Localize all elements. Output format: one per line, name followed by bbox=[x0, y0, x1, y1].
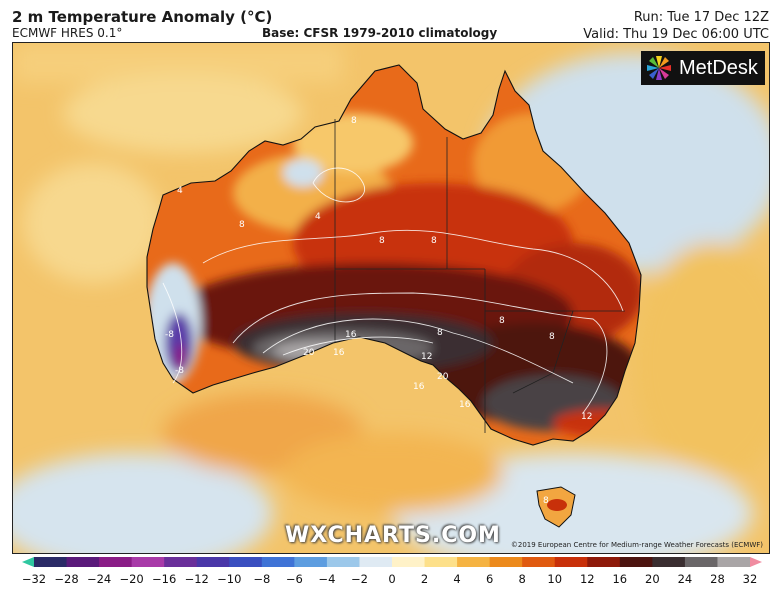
colorbar-tick-label: 28 bbox=[710, 572, 725, 586]
colorbar-segment bbox=[684, 557, 718, 567]
colorbar-segment bbox=[554, 557, 588, 567]
valid-time-label: Valid: Thu 19 Dec 06:00 UTC bbox=[583, 27, 769, 42]
colorbar-segment bbox=[489, 557, 523, 567]
model-label: ECMWF HRES 0.1° bbox=[12, 26, 123, 40]
colorbar-segment bbox=[457, 557, 491, 567]
contour-label: 12 bbox=[421, 352, 432, 362]
colorbar-segment bbox=[99, 557, 133, 567]
colorbar-tick-label: 32 bbox=[742, 572, 758, 586]
colorbar-segment bbox=[131, 557, 165, 567]
colorbar-tick-label: −32 bbox=[21, 572, 47, 586]
wxcharts-watermark: WXCHARTS.COM bbox=[285, 523, 501, 548]
map-canvas: 8 8 4 8 4 8 8 8 8 -8 -8 16 20 16 12 16 1… bbox=[13, 43, 769, 553]
colorbar-segment bbox=[652, 557, 686, 567]
colorbar-tick-label: 8 bbox=[518, 572, 526, 586]
contour-label: -8 bbox=[165, 330, 174, 340]
colorbar-tick-label: −12 bbox=[184, 572, 209, 586]
colorbar-segment bbox=[359, 557, 393, 567]
colorbar-tick-label: 2 bbox=[420, 572, 429, 586]
contour-label: 12 bbox=[581, 412, 592, 422]
contour-label: 8 bbox=[351, 116, 357, 126]
colorbar-segment bbox=[392, 557, 426, 567]
contour-label: 8 bbox=[379, 236, 385, 246]
colorbar-tick-label: 12 bbox=[579, 572, 595, 586]
metdesk-logo-text: MetDesk bbox=[679, 56, 758, 79]
colorbar-tick-label: −24 bbox=[86, 572, 112, 586]
copyright-notice: ©2019 European Centre for Medium-range W… bbox=[510, 541, 763, 549]
contour-label: 8 bbox=[431, 236, 437, 246]
contour-label: 8 bbox=[499, 316, 505, 326]
contour-label: 8 bbox=[543, 496, 549, 506]
colorbar-tick-label: −28 bbox=[54, 572, 79, 586]
colorbar-segment bbox=[294, 557, 328, 567]
colorbar-segment bbox=[196, 557, 230, 567]
colorbar-tick-label: −20 bbox=[119, 572, 144, 586]
colorbar-max-extension bbox=[750, 557, 762, 567]
contour-label: 8 bbox=[437, 328, 443, 338]
contour-label: -8 bbox=[175, 366, 184, 376]
colorbar-tick-label: 16 bbox=[612, 572, 628, 586]
colorbar-tick-label: −10 bbox=[217, 572, 242, 586]
colorbar-segment bbox=[522, 557, 556, 567]
colorbar-tick-label: 4 bbox=[453, 572, 461, 586]
contour-label: 16 bbox=[333, 348, 345, 358]
colorbar-tick-label: 10 bbox=[547, 572, 563, 586]
colorbar-tick-label: −2 bbox=[350, 572, 368, 586]
colorbar-tick-labels: −32 −28 −24 −20 −16 −12 −10 −8 −6 −4 −2 0 2 4 6 8 10 12 16… bbox=[0, 572, 783, 588]
colorbar-min-extension bbox=[22, 557, 34, 567]
contour-label: 4 bbox=[177, 186, 183, 196]
contour-label: 16 bbox=[459, 400, 471, 410]
colorbar-tick-label: 20 bbox=[645, 572, 660, 586]
colorbar bbox=[22, 557, 762, 567]
colorbar-segment bbox=[717, 557, 751, 567]
australia-coastline bbox=[146, 64, 642, 446]
colorbar-tick-label: −4 bbox=[318, 572, 336, 586]
contour-label: 8 bbox=[239, 220, 245, 230]
chart-title: 2 m Temperature Anomaly (°C) bbox=[12, 8, 273, 26]
colorbar-tick-label: −6 bbox=[285, 572, 303, 586]
contour-label: 8 bbox=[549, 332, 555, 342]
metdesk-logo: MetDesk bbox=[641, 51, 765, 85]
colorbar-segment bbox=[424, 557, 458, 567]
colorbar-tick-label: 6 bbox=[485, 572, 494, 586]
colorbar-segment bbox=[229, 557, 263, 567]
colorbar-segment bbox=[619, 557, 653, 567]
colorbar-segment bbox=[261, 557, 295, 567]
contour-lines bbox=[162, 167, 624, 414]
colorbar-tick-label: 0 bbox=[388, 572, 396, 586]
contour-label: 20 bbox=[303, 348, 315, 358]
colorbar-tick-label: −8 bbox=[253, 572, 271, 586]
contour-label-layer: 8 8 4 8 4 8 8 8 8 -8 -8 16 20 16 12 16 1… bbox=[165, 116, 592, 506]
colorbar-segment bbox=[66, 557, 100, 567]
run-time-label: Run: Tue 17 Dec 12Z bbox=[633, 10, 769, 25]
anomaly-map: 8 8 4 8 4 8 8 8 8 -8 -8 16 20 16 12 16 1… bbox=[12, 42, 770, 554]
colorbar-segment bbox=[34, 557, 68, 567]
contour-label: 20 bbox=[437, 372, 449, 382]
colorbar-segment bbox=[326, 557, 360, 567]
colorbar-segment bbox=[587, 557, 621, 567]
contour-label: 16 bbox=[413, 382, 425, 392]
contour-label: 16 bbox=[345, 330, 357, 340]
metdesk-starburst-icon bbox=[647, 56, 671, 80]
contour-label: 4 bbox=[315, 212, 321, 222]
colorbar-tick-label: 24 bbox=[677, 572, 693, 586]
colorbar-tick-label: −16 bbox=[152, 572, 177, 586]
climatology-base-label: Base: CFSR 1979-2010 climatology bbox=[262, 26, 498, 40]
colorbar-segment bbox=[164, 557, 198, 567]
